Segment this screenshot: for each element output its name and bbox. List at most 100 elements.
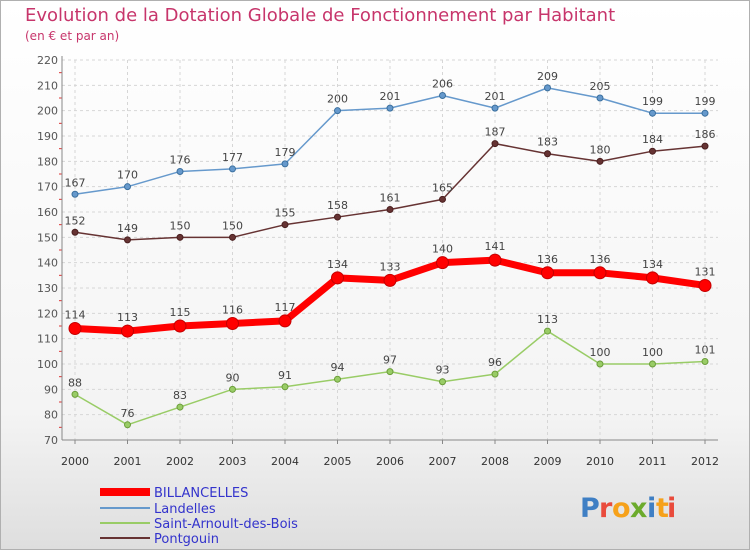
series-saint-arnoult-des-bois: 88 76 83 90 91 94 97 93 96 113 100 100 101 bbox=[68, 313, 716, 429]
data-point bbox=[229, 385, 236, 393]
y-tick-label: 170 bbox=[37, 181, 58, 194]
data-point bbox=[334, 107, 341, 115]
chart-title: Evolution de la Dotation Globale de Fonc… bbox=[25, 5, 615, 26]
data-point bbox=[334, 375, 341, 383]
svg-text:x: x bbox=[630, 493, 647, 524]
data-point bbox=[121, 324, 134, 338]
data-label: 140 bbox=[432, 243, 453, 256]
data-point bbox=[229, 233, 236, 241]
data-label: 94 bbox=[331, 361, 345, 374]
data-point bbox=[124, 183, 131, 191]
series-landelles: 167 170 176 177 179 200 201 206 201 209 205 199 199 bbox=[65, 70, 716, 198]
data-point bbox=[544, 150, 551, 158]
data-label: 114 bbox=[65, 309, 86, 322]
grid bbox=[62, 59, 718, 440]
data-label: 91 bbox=[278, 369, 292, 382]
data-label: 76 bbox=[121, 407, 135, 420]
data-label: 201 bbox=[380, 90, 401, 103]
data-point bbox=[541, 266, 554, 280]
data-point bbox=[646, 271, 659, 285]
data-point bbox=[439, 195, 446, 203]
data-point bbox=[596, 157, 604, 165]
data-label: 184 bbox=[642, 133, 663, 146]
chart-subtitle: (en € et par an) bbox=[25, 29, 119, 43]
data-label: 176 bbox=[170, 153, 191, 166]
legend-label: Saint-Arnoult-des-Bois bbox=[154, 517, 298, 532]
data-point bbox=[331, 271, 344, 285]
y-tick-label: 200 bbox=[37, 105, 58, 118]
x-tick-label: 2005 bbox=[324, 455, 352, 468]
data-label: 134 bbox=[327, 258, 348, 271]
data-label: 141 bbox=[485, 240, 506, 253]
y-tick-label: 210 bbox=[37, 79, 58, 92]
data-label: 93 bbox=[436, 364, 450, 377]
data-label: 150 bbox=[170, 219, 191, 232]
data-point bbox=[71, 228, 79, 236]
data-point bbox=[229, 165, 236, 173]
data-label: 158 bbox=[327, 199, 348, 212]
y-tick-label: 140 bbox=[37, 257, 58, 270]
data-point bbox=[649, 360, 656, 368]
legend: BILLANCELLESLandellesSaint-Arnoult-des-B… bbox=[100, 486, 298, 547]
data-label: 187 bbox=[485, 126, 506, 139]
y-tick-label: 70 bbox=[44, 434, 58, 447]
x-tick-label: 2011 bbox=[639, 455, 667, 468]
x-tick-label: 2012 bbox=[691, 455, 719, 468]
data-point bbox=[439, 378, 446, 386]
y-tick-label: 160 bbox=[37, 206, 58, 219]
data-label: 152 bbox=[65, 214, 86, 227]
data-label: 155 bbox=[275, 207, 296, 220]
data-label: 177 bbox=[222, 151, 243, 164]
svg-text:i: i bbox=[647, 493, 656, 524]
data-point bbox=[649, 109, 656, 117]
svg-text:r: r bbox=[599, 493, 613, 524]
data-point bbox=[176, 167, 184, 175]
data-label: 100 bbox=[590, 346, 611, 359]
data-point bbox=[281, 221, 289, 229]
data-label: 170 bbox=[117, 169, 138, 182]
data-point bbox=[71, 390, 79, 398]
x-tick-label: 2002 bbox=[166, 455, 194, 468]
data-label: 113 bbox=[117, 311, 138, 324]
data-point bbox=[596, 94, 604, 102]
y-tick-label: 100 bbox=[37, 358, 58, 371]
legend-label: Landelles bbox=[154, 502, 216, 517]
data-point bbox=[124, 421, 131, 429]
data-label: 88 bbox=[68, 376, 82, 389]
data-point bbox=[488, 253, 502, 267]
data-label: 131 bbox=[695, 265, 716, 278]
data-point bbox=[701, 142, 709, 150]
data-label: 134 bbox=[642, 258, 663, 271]
data-point bbox=[701, 109, 709, 117]
data-point bbox=[701, 357, 709, 365]
data-label: 167 bbox=[65, 176, 86, 189]
x-tick-label: 2001 bbox=[114, 455, 142, 468]
data-point bbox=[491, 370, 499, 378]
data-label: 133 bbox=[380, 260, 401, 273]
data-point bbox=[436, 256, 449, 270]
svg-text:o: o bbox=[612, 493, 631, 524]
data-point bbox=[383, 273, 397, 287]
data-point bbox=[124, 236, 131, 244]
data-point bbox=[71, 190, 79, 198]
data-point bbox=[334, 213, 341, 221]
data-label: 179 bbox=[275, 146, 296, 159]
data-label: 90 bbox=[226, 371, 240, 384]
y-tick-label: 120 bbox=[37, 307, 58, 320]
data-point bbox=[698, 278, 712, 292]
data-point bbox=[68, 322, 82, 336]
data-point bbox=[173, 319, 187, 333]
x-tick-label: 2008 bbox=[481, 455, 509, 468]
x-tick-label: 2010 bbox=[586, 455, 614, 468]
data-label: 115 bbox=[170, 306, 191, 319]
x-tick-label: 2007 bbox=[429, 455, 457, 468]
axes: 7080901001101201301401501601701801902002… bbox=[37, 54, 719, 468]
legend-label: BILLANCELLES bbox=[154, 486, 248, 501]
data-label: 136 bbox=[590, 253, 611, 266]
data-label: 97 bbox=[383, 354, 397, 367]
x-tick-label: 2006 bbox=[376, 455, 404, 468]
data-label: 83 bbox=[173, 389, 187, 402]
svg-text:i: i bbox=[667, 493, 676, 524]
data-label: 113 bbox=[537, 313, 558, 326]
